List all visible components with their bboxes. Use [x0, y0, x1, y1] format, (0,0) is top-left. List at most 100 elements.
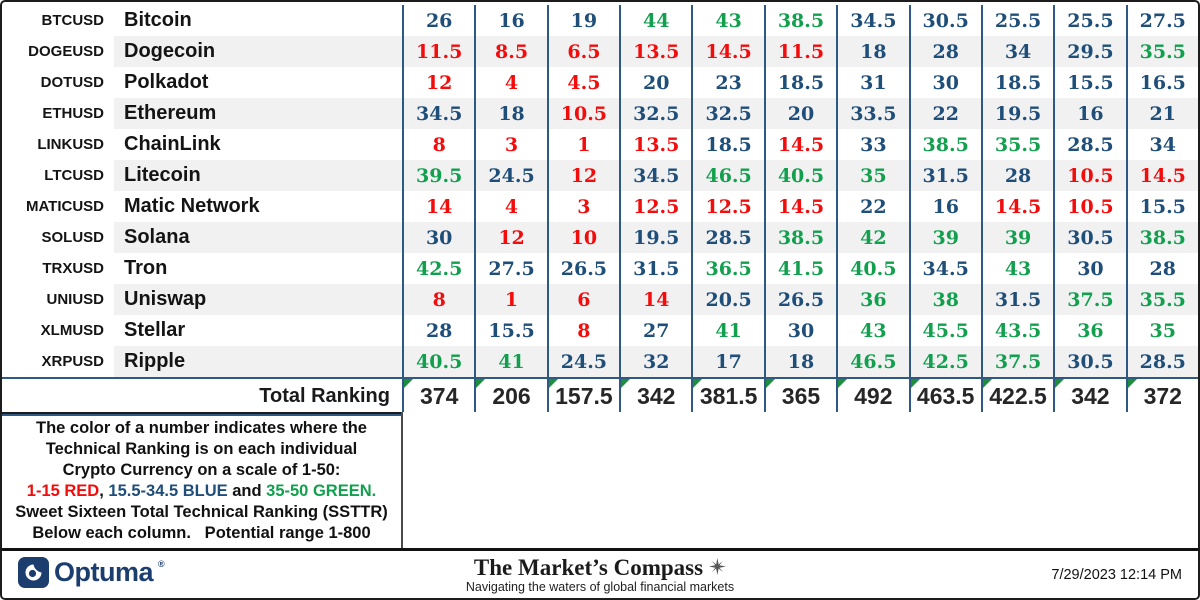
report-timestamp: 7/29/2023 12:14 PM	[1051, 566, 1182, 583]
value-cell: 18	[474, 98, 547, 129]
value-cell: 19	[546, 5, 619, 36]
value-cell: 40.5	[763, 160, 837, 191]
value-cell: 19.5	[619, 222, 692, 253]
value-cell: 12	[402, 67, 474, 98]
value-cell: 28.5	[1053, 129, 1125, 160]
total-value-cell: 206	[474, 379, 547, 414]
value-cell: 35	[836, 160, 909, 191]
value-cell: 30	[908, 67, 981, 98]
legend-text: The color of a number indicates where th…	[36, 419, 367, 437]
value-cell: 20	[763, 98, 837, 129]
name-cell: Uniswap	[114, 284, 402, 315]
value-cell: 10.5	[1053, 160, 1126, 191]
total-value-cell: 342	[1053, 379, 1126, 414]
value-cell: 28.5	[1125, 346, 1198, 377]
value-cell: 38.5	[763, 222, 837, 253]
value-cell: 42	[836, 222, 909, 253]
value-cell: 1	[474, 284, 547, 315]
value-cell: 3	[546, 191, 619, 222]
value-cell: 12	[546, 160, 620, 191]
value-cell: 34.5	[908, 253, 981, 284]
ticker-cell: DOTUSD	[2, 67, 114, 98]
value-cell: 1	[546, 129, 619, 160]
value-cell: 25.5	[980, 5, 1053, 36]
value-cell: 43	[691, 5, 763, 36]
value-cell: 32.5	[691, 98, 764, 129]
table-row: XRPUSD Ripple 40.5 41 24.5 32 17 18 46.5 42.5 37.5…	[2, 346, 1198, 377]
footer: Optuma ® The Market’s Compass	[2, 548, 1198, 598]
value-cell: 28	[402, 315, 474, 346]
value-cell: 32	[619, 346, 692, 377]
table-row: TRXUSD Tron 42.5 27.5 26.5 31.5 36.5 41.5 40.5 34…	[2, 253, 1198, 284]
legend-text: and	[227, 482, 267, 500]
brand-name: Optuma	[54, 556, 154, 587]
value-cell: 26.5	[763, 284, 837, 315]
value-cell: 24.5	[474, 160, 547, 191]
ranking-rows: BTCUSD Bitcoin 26 16 19 44 43 38.5 34.5 30.5 25.5 2…	[2, 5, 1198, 377]
table-row: DOGEUSD Dogecoin 11.5 8.5 6.5 13.5 14.5 11.5 18 2…	[2, 36, 1198, 67]
name-cell: Solana	[114, 222, 402, 253]
value-cell: 23	[691, 67, 763, 98]
value-cell: 10	[546, 222, 620, 253]
value-cell: 4	[474, 191, 546, 222]
value-cell: 15.5	[474, 315, 546, 346]
value-cell: 42.5	[908, 346, 981, 377]
value-cell: 14.5	[1125, 160, 1198, 191]
value-cell: 34	[980, 36, 1054, 67]
value-cell: 41	[474, 346, 547, 377]
value-cell: 30	[402, 222, 475, 253]
value-cell: 37.5	[1053, 284, 1126, 315]
value-cell: 11.5	[763, 36, 837, 67]
masthead: The Market’s Compass	[466, 556, 734, 594]
value-cell: 18	[836, 36, 909, 67]
value-cell: 27.5	[474, 253, 546, 284]
value-cell: 8	[402, 284, 475, 315]
table-row: ETHUSD Ethereum 34.5 18 10.5 32.5 32.5 20 33.5 22…	[2, 98, 1198, 129]
value-cell: 46.5	[691, 160, 764, 191]
name-cell: Litecoin	[114, 160, 402, 191]
value-cell: 41	[691, 315, 763, 346]
value-cell: 40.5	[402, 346, 475, 377]
value-cell: 38.5	[1125, 222, 1198, 253]
value-cell: 8	[402, 129, 474, 160]
value-cell: 28	[980, 160, 1054, 191]
table-row: MATICUSD Matic Network 14 4 3 12.5 12.5 14.5 22 1…	[2, 191, 1198, 222]
value-cell: 38.5	[908, 129, 981, 160]
value-cell: 14	[402, 191, 474, 222]
masthead-tagline: Navigating the waters of global financia…	[465, 579, 735, 594]
ticker-cell: MATICUSD	[2, 191, 114, 222]
value-cell: 34.5	[619, 160, 692, 191]
table-row: XLMUSD Stellar 28 15.5 8 27 41 30 43 45.5 43.5 36 35	[2, 315, 1198, 346]
value-cell: 18.5	[691, 129, 763, 160]
ticker-cell: TRXUSD	[2, 253, 114, 284]
value-cell: 22	[908, 98, 981, 129]
value-cell: 31.5	[980, 284, 1054, 315]
value-cell: 16	[474, 5, 546, 36]
value-cell: 18	[763, 346, 837, 377]
value-cell: 30.5	[1053, 346, 1126, 377]
legend-text: Below each column. Potential range 1-800	[32, 524, 371, 542]
legend-text: ,	[99, 482, 109, 500]
value-cell: 45.5	[908, 315, 981, 346]
value-cell: 34.5	[836, 5, 908, 36]
legend-line: Technical Ranking is on each individual	[46, 439, 357, 460]
total-value-cell: 463.5	[908, 379, 981, 414]
value-cell: 29.5	[1053, 36, 1126, 67]
value-cell: 30	[1053, 253, 1125, 284]
value-cell: 43	[836, 315, 908, 346]
value-cell: 26	[402, 5, 474, 36]
name-cell: Tron	[124, 257, 168, 279]
value-cell: 8	[546, 315, 619, 346]
legend-line: Crypto Currency on a scale of 1-50:	[63, 460, 341, 481]
value-cell: 8.5	[474, 36, 547, 67]
compass-rose-icon	[709, 556, 727, 579]
value-cell: 11.5	[402, 36, 475, 67]
empty-panel	[401, 412, 1198, 550]
value-cell: 12.5	[619, 191, 691, 222]
legend-line: Sweet Sixteen Total Technical Ranking (S…	[15, 502, 388, 523]
value-cell: 34.5	[402, 98, 475, 129]
name-cell: Dogecoin	[114, 36, 402, 67]
table-row: DOTUSD Polkadot 12 4 4.5 20 23 18.5 31 30 18.5 15.5…	[2, 67, 1198, 98]
table-row: BTCUSD Bitcoin 26 16 19 44 43 38.5 34.5 30.5 25.5 2…	[2, 5, 1198, 36]
